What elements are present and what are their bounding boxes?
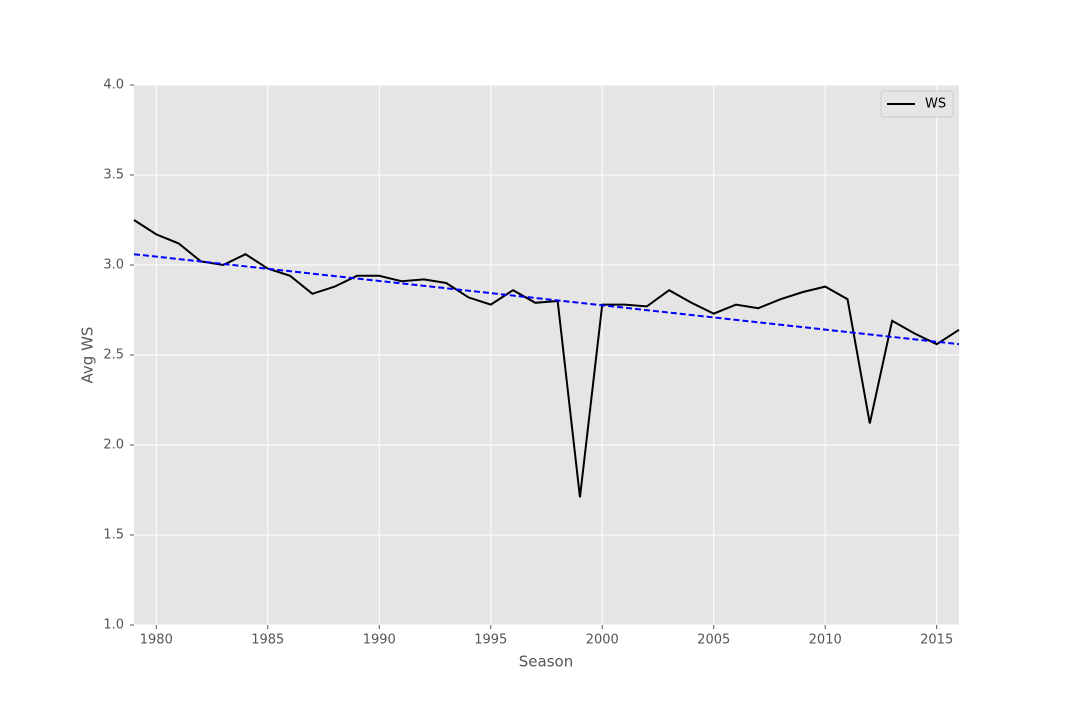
x-tick-label: 1980 [140,633,173,648]
x-tick-label: 1995 [474,633,507,648]
y-tick-label: 4.0 [103,78,124,93]
x-tick-label: 2000 [586,633,619,648]
trend-line [133,253,960,346]
legend-label: WS [925,97,946,112]
y-tick-label: 1.0 [103,618,124,633]
x-tick-label: 1985 [251,633,284,648]
x-tick-label: 2015 [920,633,953,648]
y-tick-label: 1.5 [103,528,124,543]
x-tick-label: 2010 [809,633,842,648]
x-tick-label: 2005 [697,633,730,648]
y-tick-label: 3.0 [103,258,124,273]
legend-box [880,90,954,118]
y-tick-label: 3.5 [103,168,124,183]
x-tick-label: 1990 [363,633,396,648]
y-tick-label: 2.5 [103,348,124,363]
y-axis-label: Avg WS [79,327,97,384]
y-tick-label: 2.0 [103,438,124,453]
x-axis-label: Season [519,653,573,671]
